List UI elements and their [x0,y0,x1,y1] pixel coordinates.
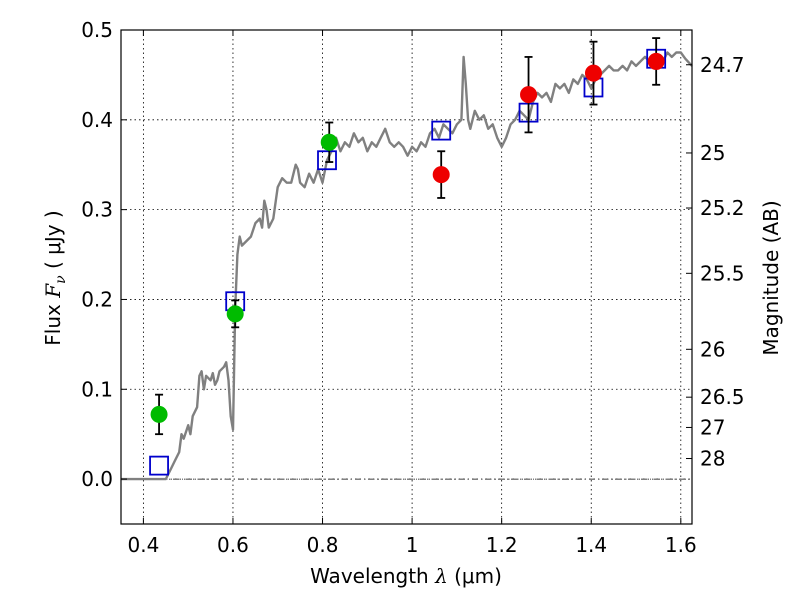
observed-point [320,133,338,151]
y-tick-label: 0.0 [81,467,113,491]
y2-tick-label: 28 [700,447,725,471]
y2-tick-label: 25.5 [700,261,745,285]
x-tick-label: 1.2 [486,533,518,557]
y2-tick-label: 25 [700,141,725,165]
model-photometry-square [317,150,337,171]
observed-point [226,305,244,323]
plot-frame [120,29,693,525]
y-tick-label: 0.3 [81,198,113,222]
observed-point [150,405,168,423]
y2-axis-title: Magnitude (AB) [759,200,783,355]
series-layer [121,37,693,481]
y2-tick-label: 25.2 [700,196,745,220]
y-tick-label: 0.4 [81,108,113,132]
y2-tick-label: 26 [700,337,725,361]
model-spectrum-line [121,51,693,481]
model-photometry-square [149,455,169,476]
model-photometry-square [431,120,452,141]
observed-point [584,64,602,82]
y-axis-title: Flux Fν ( μJy ) [41,210,69,345]
x-tick-label: 0.8 [307,533,339,557]
observed-point [520,86,538,104]
x-tick-label: 1.6 [665,533,697,557]
y-tick-label: 0.1 [81,377,113,401]
x-tick-label: 0.4 [127,533,159,557]
x-tick-label: 1 [406,533,419,557]
axis-ticks: 0.4 0.6 0.8 1 1.2 1.4 1.6 0.0 0.1 0.2 0.3 0.4 0.5 24.… [81,18,744,557]
grid-lines [121,29,692,524]
observed-point [647,52,665,70]
x-tick-label: 1.4 [575,533,607,557]
y2-tick-label: 26.5 [700,385,745,409]
x-tick-label: 0.6 [217,533,249,557]
y2-tick-label: 24.7 [700,53,745,77]
y-tick-label: 0.5 [81,18,113,42]
y-tick-label: 0.2 [81,287,113,311]
y2-tick-label: 27 [700,415,725,439]
x-axis-title: Wavelength λ (μm) [310,564,502,588]
observed-point [432,166,450,184]
